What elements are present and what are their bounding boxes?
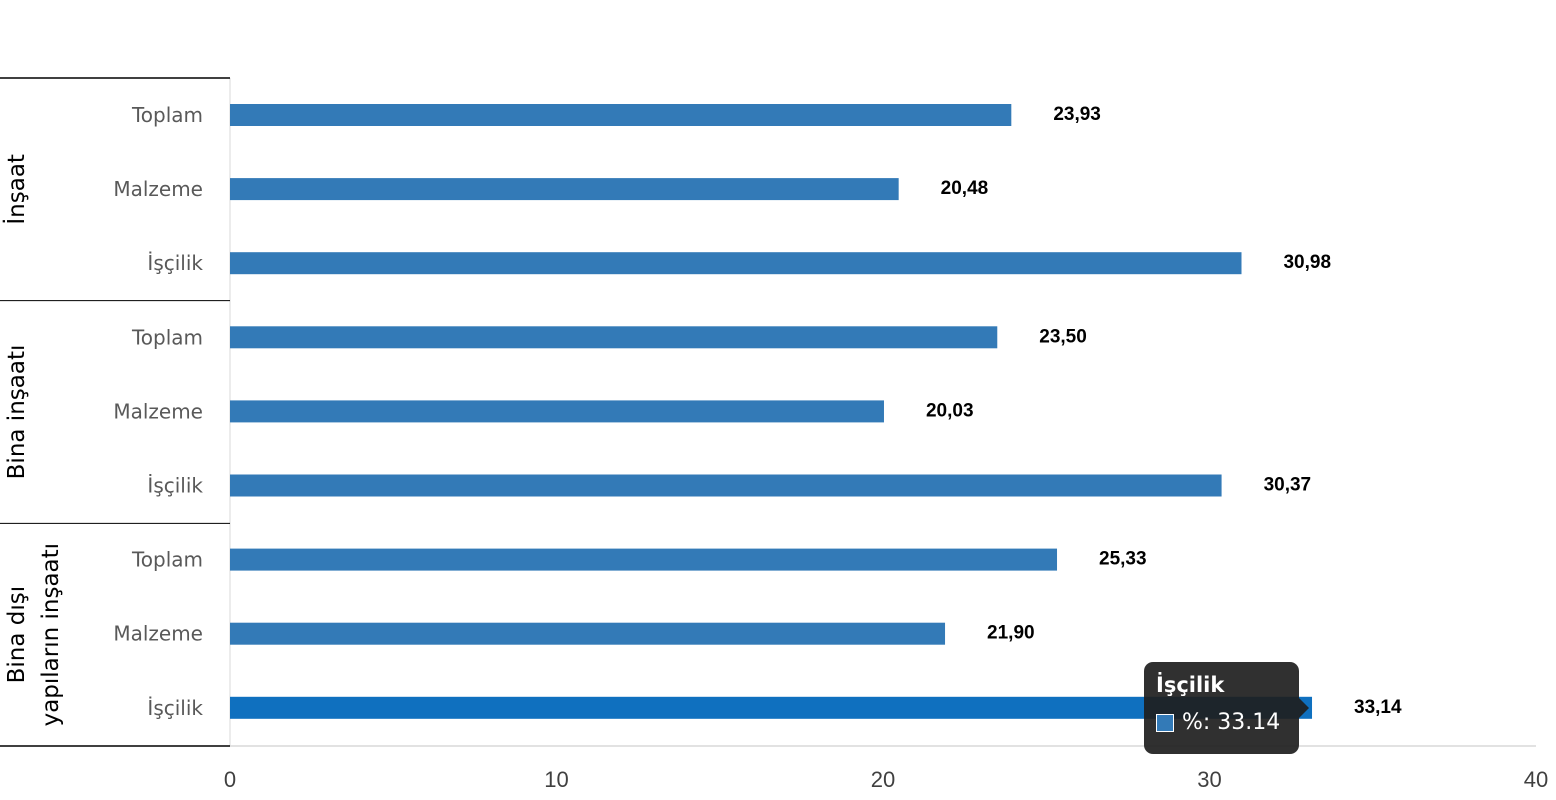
data-label-0-1: 20,48 bbox=[941, 178, 989, 199]
group-label-2-line-0: Bina dışı bbox=[4, 586, 30, 684]
data-label-2-0: 25,33 bbox=[1099, 549, 1147, 570]
tooltip-title: İşçilik bbox=[1156, 673, 1225, 697]
x-tick-label-2: 20 bbox=[871, 767, 895, 792]
x-tick-label-0: 0 bbox=[224, 767, 236, 792]
group-label-0: İnşaat bbox=[2, 154, 30, 225]
category-label-2-0: Toplam bbox=[131, 548, 203, 572]
data-label-1-1: 20,03 bbox=[926, 400, 974, 421]
bar-0-2 bbox=[230, 252, 1242, 275]
x-tick-label-4: 40 bbox=[1524, 767, 1548, 792]
data-label-1-2: 30,37 bbox=[1264, 475, 1312, 496]
category-label-0-2: İşçilik bbox=[147, 251, 203, 275]
tooltip-pointer bbox=[1299, 698, 1309, 718]
category-label-2-1: Malzeme bbox=[113, 622, 203, 646]
group-label-1: Bina inşaatı bbox=[4, 345, 30, 480]
data-label-0-0: 23,93 bbox=[1053, 104, 1101, 125]
bar-2-0 bbox=[230, 548, 1058, 571]
data-label-2-2: 33,14 bbox=[1354, 697, 1402, 718]
tooltip-row: %: 33.14 bbox=[1156, 710, 1287, 735]
x-tick-label-3: 30 bbox=[1197, 767, 1221, 792]
tooltip-series-swatch bbox=[1156, 713, 1174, 732]
category-label-2-2: İşçilik bbox=[147, 696, 203, 720]
bar-2-1 bbox=[230, 622, 946, 645]
category-label-0-0: Toplam bbox=[131, 103, 203, 127]
x-tick-label-1: 10 bbox=[544, 767, 568, 792]
category-label-0-1: Malzeme bbox=[113, 177, 203, 201]
bar-1-1 bbox=[230, 400, 884, 423]
data-label-2-1: 21,90 bbox=[987, 623, 1035, 644]
bar-0-0 bbox=[230, 104, 1012, 126]
data-label-1-0: 23,50 bbox=[1039, 326, 1087, 347]
category-label-1-0: Toplam bbox=[131, 325, 203, 349]
group-label-2-line-1: yapıların inşaatı bbox=[38, 543, 64, 726]
data-label-0-2: 30,98 bbox=[1283, 252, 1331, 273]
bar-1-2 bbox=[230, 474, 1222, 497]
bar-1-0 bbox=[230, 326, 998, 349]
category-label-1-1: Malzeme bbox=[113, 399, 203, 423]
chart-tooltip: İşçilik %: 33.14 bbox=[1144, 662, 1309, 754]
tooltip-value: %: 33.14 bbox=[1182, 710, 1281, 735]
bar-2-2 bbox=[230, 696, 1313, 719]
category-label-1-2: İşçilik bbox=[147, 474, 203, 498]
bar-0-1 bbox=[230, 178, 899, 201]
